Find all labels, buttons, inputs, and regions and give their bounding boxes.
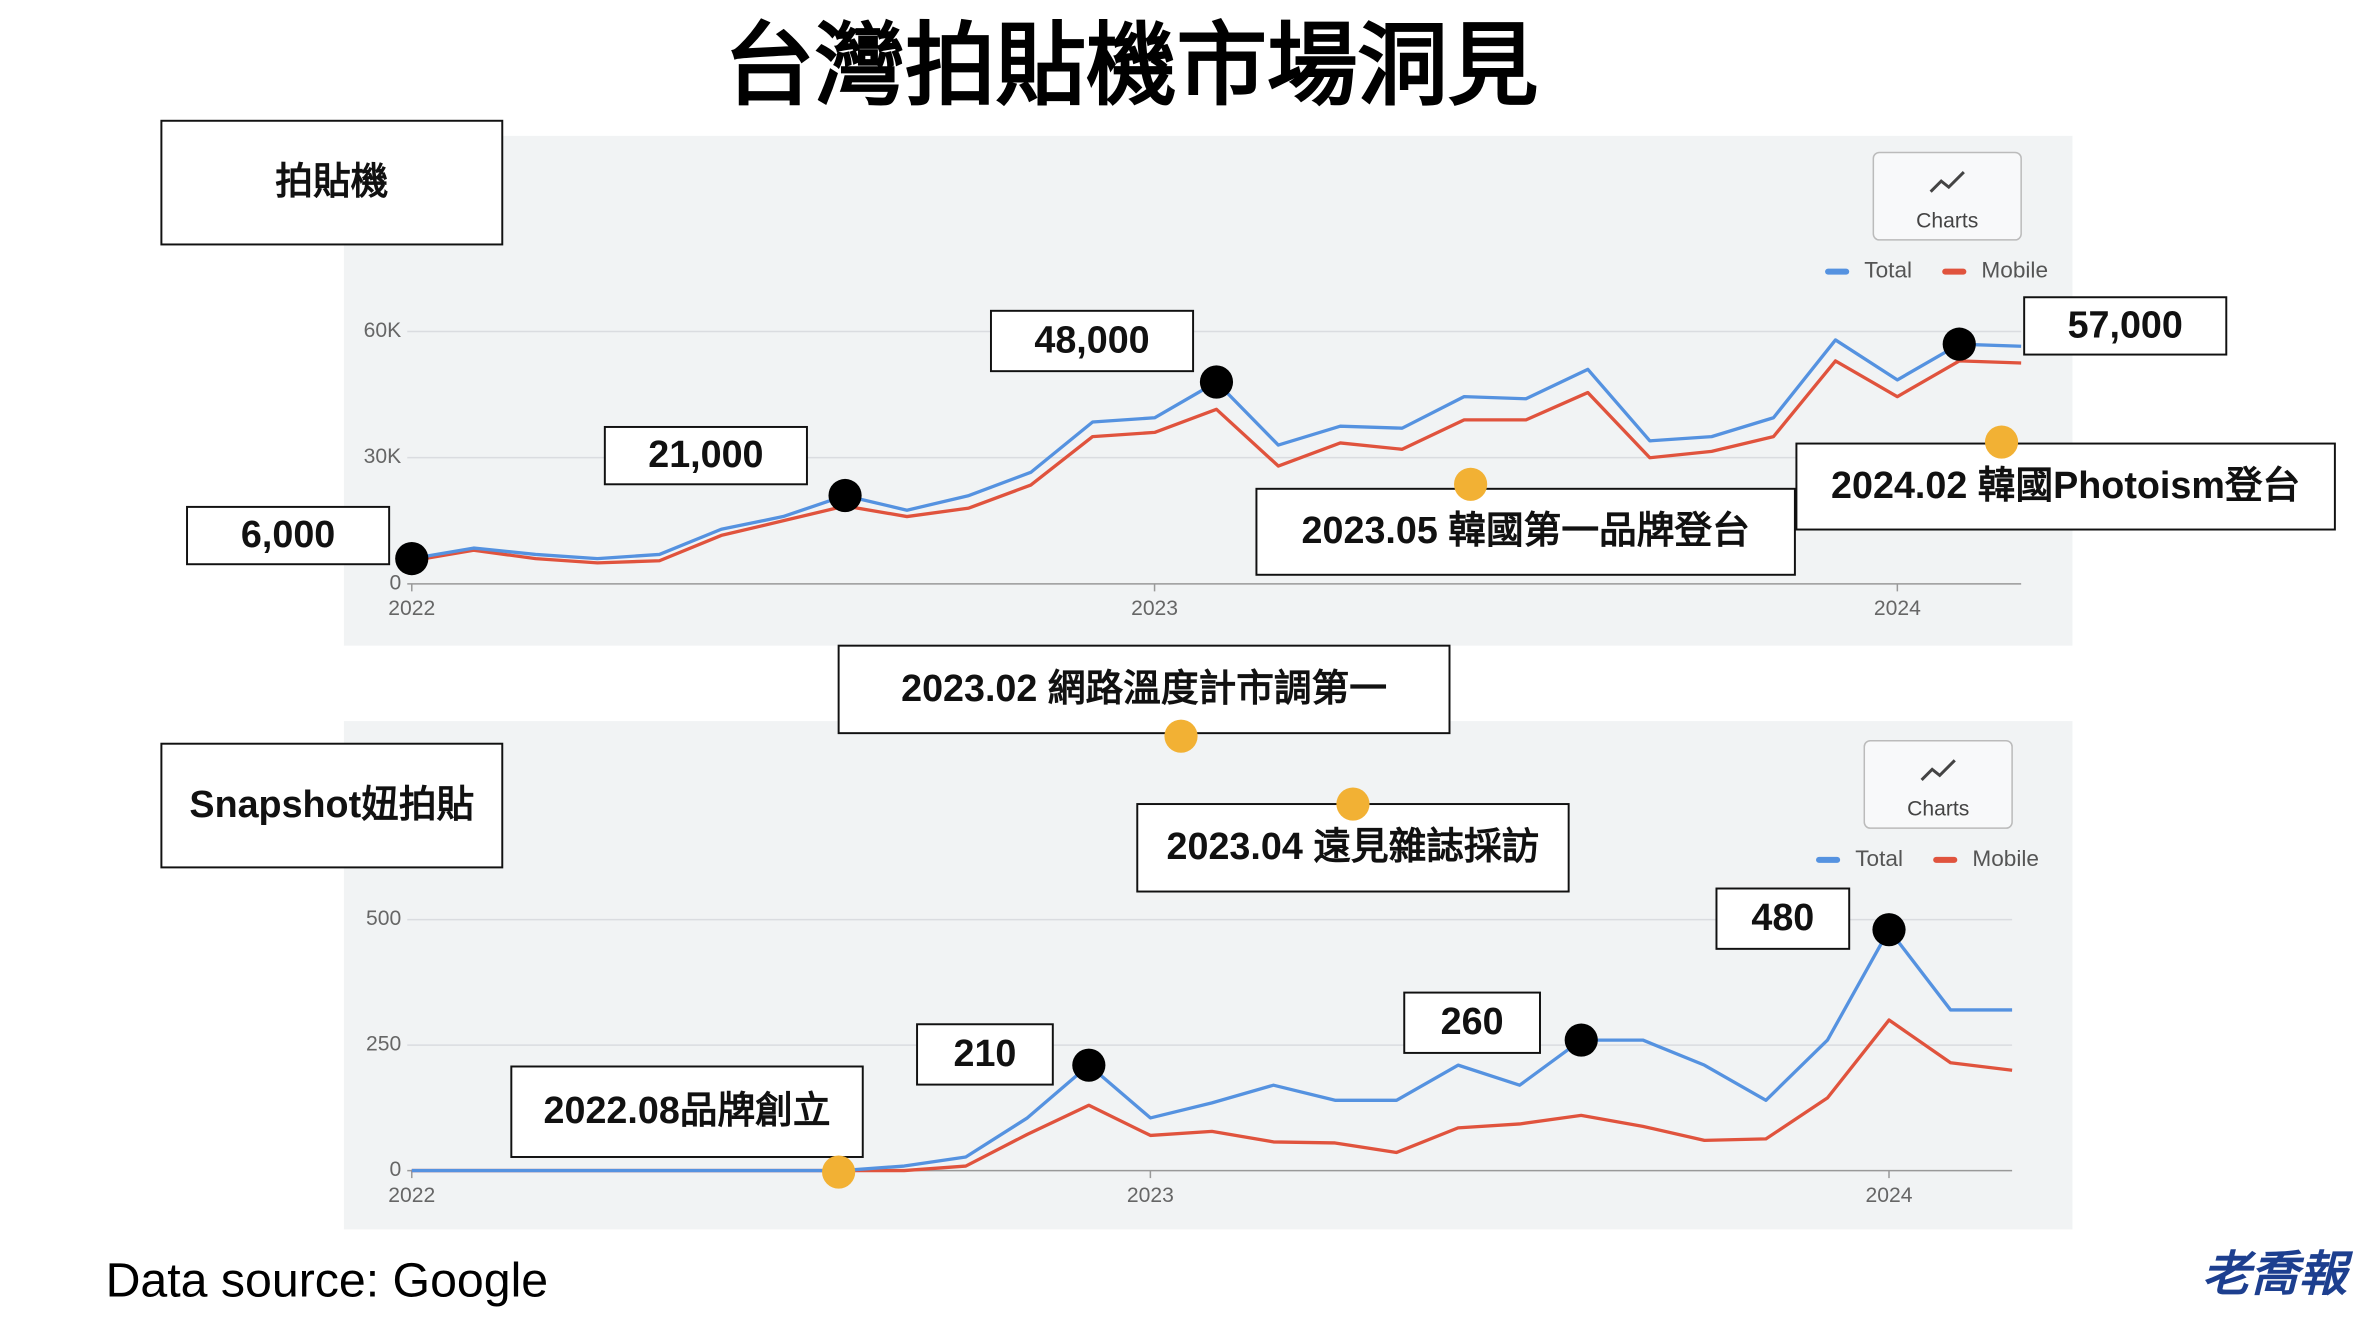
highlight-dot: [1872, 913, 1906, 947]
callout-box: [916, 1023, 1054, 1086]
legend-label: Mobile: [1972, 846, 2039, 871]
legend-label: Total: [1864, 258, 1912, 283]
event-dot: [1336, 787, 1370, 821]
slide-title: 台灣拍貼機市場洞見: [724, 15, 1538, 116]
highlight-dot: [828, 478, 862, 513]
annotation-layer: 6,000 21,000 48,000 57,000 210 260 480 2023.05 …: [186, 296, 2336, 1189]
value-label: 48,000: [1034, 318, 1149, 360]
y-tick-label: 30K: [364, 445, 402, 468]
chart-title-box: [160, 742, 504, 869]
callout-box: [989, 309, 1195, 373]
charts-icon: [1929, 170, 1965, 193]
x-tick-label: 2023: [1127, 1184, 1174, 1207]
callout-box: [186, 505, 391, 566]
value-label: 480: [1751, 896, 1814, 938]
charts-button[interactable]: [1872, 151, 2022, 241]
event-box: [837, 644, 1451, 735]
chart-title-box: [160, 119, 504, 246]
x-tick-label: 2022: [388, 1184, 435, 1207]
legend-label: Mobile: [1981, 258, 2048, 283]
highlight-dot: [1942, 327, 1976, 361]
series-line: [411, 928, 2013, 1173]
chart-title: Snapshot妞拍貼: [189, 783, 474, 825]
value-label: 6,000: [241, 513, 335, 555]
highlight-dot: [1072, 1048, 1106, 1082]
event-label: 2023.05 韓國第一品牌登台: [1302, 509, 1750, 551]
legend-label: Total: [1855, 846, 1903, 871]
y-tick-label: 250: [366, 1033, 401, 1056]
y-tick-label: 0: [389, 571, 401, 594]
y-tick-label: 60K: [364, 319, 402, 342]
chart-layer: Charts 0 30K 60K 2022 2023 2024 Total Mobile Char…: [364, 151, 2048, 1207]
highlight-dot: [1199, 365, 1234, 399]
x-tick-label: 2023: [1131, 597, 1178, 620]
event-box: [510, 1065, 864, 1158]
event-box: [1795, 442, 2336, 531]
event-dot: [1984, 425, 2019, 459]
x-tick-label: 2022: [388, 597, 435, 620]
event-dot: [822, 1155, 856, 1189]
event-label: 2024.02 韓國Photoism登台: [1831, 464, 2300, 506]
value-label: 210: [953, 1032, 1016, 1074]
event-dot: [1164, 719, 1198, 753]
callout-box: [1715, 887, 1851, 950]
event-label: 2022.08品牌創立: [544, 1089, 831, 1131]
logo: 老喬報: [2202, 1247, 2354, 1301]
series-line: [411, 359, 2022, 565]
highlight-dot: [395, 542, 429, 576]
y-tick-label: 0: [389, 1158, 401, 1181]
source: Data source: Google: [106, 1253, 549, 1307]
chart-title: 拍貼機: [275, 160, 388, 202]
highlight-dot: [1564, 1023, 1598, 1057]
x-tick-label: 2024: [1874, 597, 1921, 620]
callout-box: [2023, 296, 2228, 356]
event-dot: [1454, 467, 1488, 501]
value-label: 260: [1441, 1000, 1504, 1042]
event-label: 2023.04 遠見雜誌採訪: [1167, 825, 1540, 867]
value-label: 57,000: [2068, 303, 2183, 345]
value-label: 21,000: [648, 433, 763, 475]
charts-button[interactable]: [1863, 739, 2013, 829]
callout-box: [603, 425, 808, 486]
charts-button-label: Charts: [1916, 209, 1978, 232]
x-tick-label: 2024: [1866, 1184, 1913, 1207]
charts-icon: [1920, 759, 1956, 781]
y-tick-label: 500: [366, 907, 401, 930]
charts-button-label: Charts: [1907, 798, 1969, 821]
event-box: [1255, 487, 1796, 576]
callout-box: [1403, 991, 1541, 1054]
event-label: 2023.02 網路溫度計市調第一: [901, 667, 1387, 709]
